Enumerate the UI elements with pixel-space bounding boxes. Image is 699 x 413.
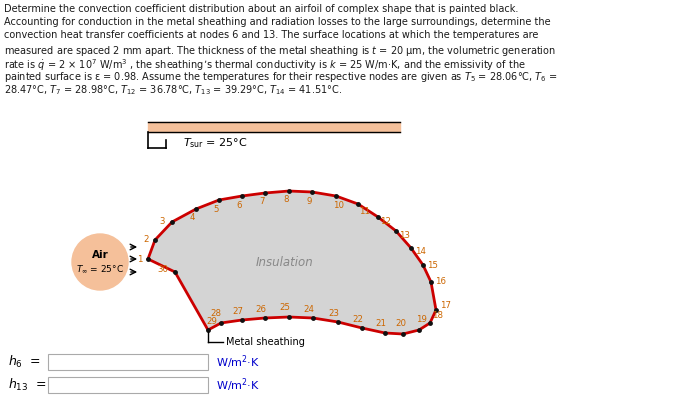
Text: 28.47°C, $T_7$ = 28.98°C, $T_{12}$ = 36.78°C, $T_{13}$ = 39.29°C, $T_{14}$ = 41.: 28.47°C, $T_7$ = 28.98°C, $T_{12}$ = 36.… <box>4 83 343 97</box>
Circle shape <box>72 234 128 290</box>
Text: 5: 5 <box>213 204 219 214</box>
Text: 7: 7 <box>259 197 265 206</box>
Text: 3: 3 <box>159 218 165 226</box>
Text: measured are spaced 2 mm apart. The thickness of the metal sheathing is $t$ = 20: measured are spaced 2 mm apart. The thic… <box>4 44 556 57</box>
Text: $h_{13}$  =: $h_{13}$ = <box>8 377 47 393</box>
Text: 10: 10 <box>333 200 345 209</box>
Text: 29: 29 <box>207 316 217 325</box>
Text: rate is $\dot{q}$ = 2 × 10$^7$ W/m$^3$ , the sheathing’s thermal conductivity is: rate is $\dot{q}$ = 2 × 10$^7$ W/m$^3$ ,… <box>4 57 526 73</box>
Text: Accounting for conduction in the metal sheathing and radiation losses to the lar: Accounting for conduction in the metal s… <box>4 17 551 27</box>
Text: $T_{\rm sur}$ = 25°C: $T_{\rm sur}$ = 25°C <box>183 136 247 150</box>
Text: W/m$^2$·K: W/m$^2$·K <box>216 376 260 394</box>
Text: W/m$^2$·K: W/m$^2$·K <box>216 353 260 371</box>
Text: 15: 15 <box>428 261 438 270</box>
Text: 30: 30 <box>157 266 168 275</box>
Text: 20: 20 <box>396 320 407 328</box>
Text: 24: 24 <box>303 304 315 313</box>
Text: convection heat transfer coefficients at nodes 6 and 13. The surface locations a: convection heat transfer coefficients at… <box>4 31 538 40</box>
Text: 18: 18 <box>433 311 443 320</box>
Text: 8: 8 <box>283 195 289 204</box>
Text: 19: 19 <box>416 316 426 325</box>
Text: 11: 11 <box>359 206 370 216</box>
Text: 21: 21 <box>375 320 387 328</box>
Text: 28: 28 <box>210 309 222 318</box>
Text: 14: 14 <box>415 247 426 256</box>
Text: 1: 1 <box>137 254 143 263</box>
Text: 12: 12 <box>380 218 391 226</box>
Text: Metal sheathing: Metal sheathing <box>226 337 305 347</box>
Text: 27: 27 <box>233 306 243 316</box>
Text: 23: 23 <box>329 309 340 318</box>
Text: painted surface is ε = 0.98. Assume the temperatures for their respective nodes : painted surface is ε = 0.98. Assume the … <box>4 70 558 84</box>
Text: 4: 4 <box>189 214 195 223</box>
Text: 2: 2 <box>143 235 149 244</box>
FancyBboxPatch shape <box>48 377 208 393</box>
Text: Determine the convection coefficient distribution about an airfoil of complex sh: Determine the convection coefficient dis… <box>4 4 519 14</box>
Polygon shape <box>148 191 436 334</box>
Text: 13: 13 <box>400 230 410 240</box>
Text: $T_\infty$ = 25°C: $T_\infty$ = 25°C <box>76 263 124 275</box>
Text: 26: 26 <box>256 304 266 313</box>
Text: $h_6$  =: $h_6$ = <box>8 354 41 370</box>
Text: 16: 16 <box>435 278 447 287</box>
Text: Insulation: Insulation <box>256 256 314 268</box>
Text: 25: 25 <box>280 304 291 313</box>
Text: 17: 17 <box>440 301 452 311</box>
Text: 9: 9 <box>306 197 312 206</box>
FancyBboxPatch shape <box>48 354 208 370</box>
Text: 22: 22 <box>352 315 363 323</box>
Polygon shape <box>148 122 400 132</box>
Text: 6: 6 <box>236 200 242 209</box>
Text: Air: Air <box>92 250 108 260</box>
